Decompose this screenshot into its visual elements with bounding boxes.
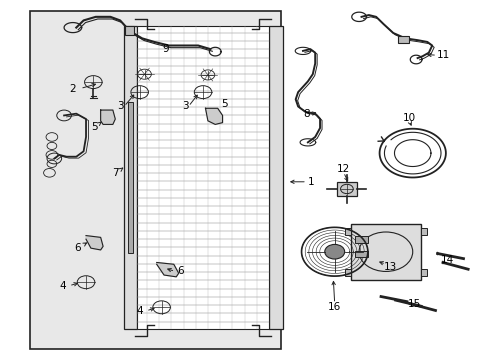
Bar bbox=[420, 269, 426, 276]
Polygon shape bbox=[205, 108, 222, 125]
Text: 7: 7 bbox=[112, 168, 119, 178]
Text: 4: 4 bbox=[136, 306, 142, 316]
Bar bbox=[30, 12, 281, 348]
Bar bbox=[355, 236, 367, 243]
Text: 6: 6 bbox=[177, 266, 183, 276]
Bar bbox=[128, 102, 133, 253]
Polygon shape bbox=[157, 262, 178, 277]
Bar bbox=[344, 269, 350, 276]
Text: 2: 2 bbox=[69, 84, 76, 94]
Bar bbox=[123, 26, 137, 329]
Text: 8: 8 bbox=[303, 109, 309, 119]
Bar bbox=[355, 251, 367, 257]
Text: 1: 1 bbox=[307, 177, 313, 187]
Polygon shape bbox=[101, 110, 115, 125]
Text: 12: 12 bbox=[336, 164, 349, 174]
Text: 15: 15 bbox=[407, 299, 420, 309]
Text: 3: 3 bbox=[182, 102, 188, 112]
Bar bbox=[268, 26, 282, 329]
Bar bbox=[350, 224, 420, 279]
Text: 9: 9 bbox=[162, 44, 168, 54]
Polygon shape bbox=[86, 235, 103, 250]
Bar bbox=[344, 228, 350, 235]
Bar bbox=[336, 182, 356, 196]
Text: 13: 13 bbox=[384, 262, 397, 272]
Text: 5: 5 bbox=[91, 122, 98, 132]
Text: 4: 4 bbox=[60, 281, 66, 291]
Text: 10: 10 bbox=[402, 113, 415, 123]
Text: 3: 3 bbox=[117, 102, 123, 112]
Bar bbox=[397, 36, 408, 42]
Text: 6: 6 bbox=[74, 243, 81, 253]
Text: 14: 14 bbox=[440, 255, 453, 265]
Text: 5: 5 bbox=[220, 99, 227, 109]
Bar bbox=[420, 228, 426, 235]
Circle shape bbox=[324, 244, 344, 259]
Bar bbox=[137, 26, 268, 329]
Bar bbox=[125, 26, 134, 35]
Text: 11: 11 bbox=[435, 50, 448, 60]
Text: 16: 16 bbox=[327, 302, 341, 312]
